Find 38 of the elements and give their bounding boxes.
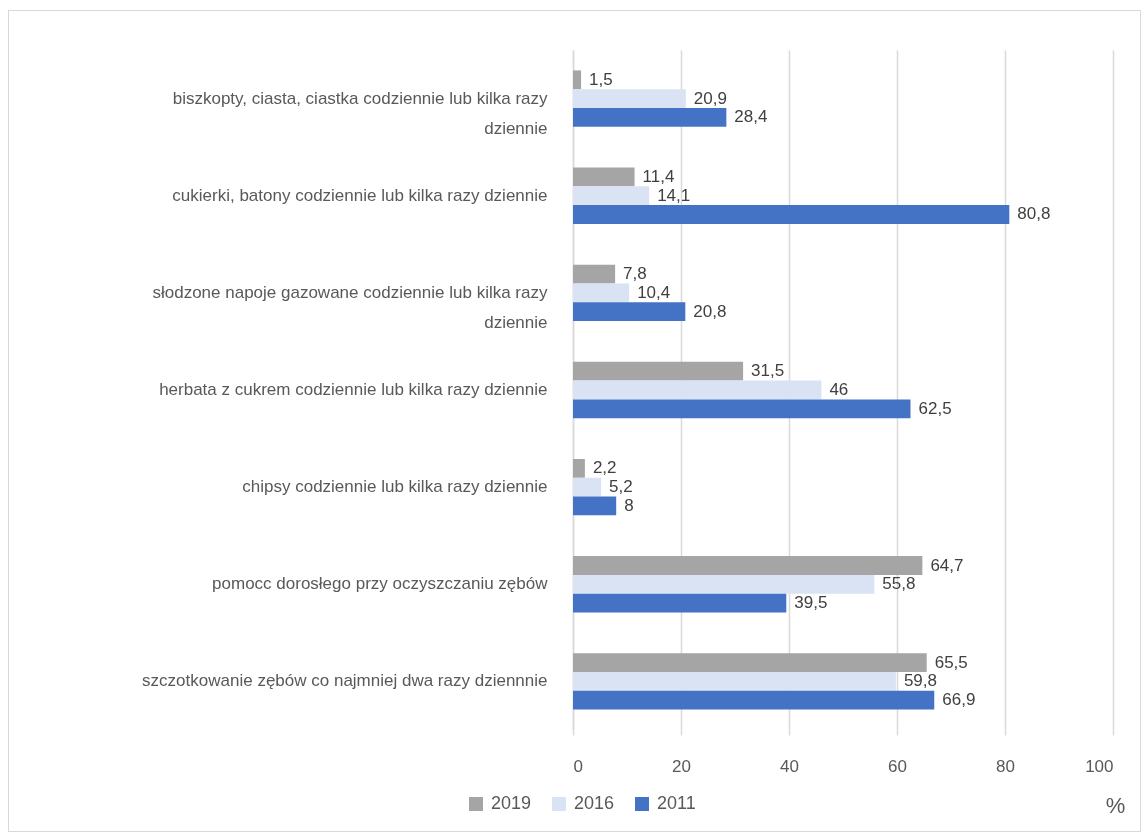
y-tick-label: słodzone napoje gazowane codziennie lub kilka razy dziennie <box>152 282 548 332</box>
x-tick-label: 20 <box>672 756 691 776</box>
data-label: 20,9 <box>693 88 727 108</box>
data-label: 10,4 <box>637 282 671 302</box>
data-label: 14,1 <box>657 185 691 205</box>
data-label: 7,8 <box>623 264 647 284</box>
legend-label: 2011 <box>657 793 696 813</box>
data-label: 66,9 <box>942 690 976 710</box>
legend-label: 2016 <box>574 793 615 813</box>
data-label: 65,5 <box>934 652 968 672</box>
y-tick-label: pomocc dorosłego przy oczyszczaniu zębów <box>212 574 549 594</box>
x-tick-label: 80 <box>996 756 1015 776</box>
data-label: 31,5 <box>751 361 785 381</box>
data-label: 28,4 <box>734 107 768 127</box>
y-tick-label: chipsy codziennie lub kilka razy dziennie <box>242 477 548 497</box>
data-label: 46 <box>829 380 849 399</box>
data-label: 20,8 <box>693 301 727 321</box>
data-label: 5,2 <box>609 477 633 497</box>
data-label: 80,8 <box>1017 204 1051 224</box>
x-tick-label: 40 <box>780 756 799 776</box>
x-tick-label: 100 <box>1085 756 1114 776</box>
data-label: 62,5 <box>918 398 952 418</box>
data-label: 64,7 <box>930 555 964 575</box>
x-tick-label: 0 <box>573 756 583 776</box>
x-axis-title: % <box>1105 792 1126 818</box>
data-label: 1,5 <box>589 69 613 89</box>
data-label: 59,8 <box>903 671 938 691</box>
x-tick-label: 60 <box>888 756 907 776</box>
legend-label: 2019 <box>491 793 532 813</box>
y-tick-label: szczotkowanie zębów co najmniej dwa razy dziennnie <box>142 671 548 691</box>
y-tick-label: herbata z cukrem codziennie lub kilka razy dziennie <box>159 380 548 399</box>
y-tick-label: cukierki, batony codziennie lub kilka razy dziennie <box>172 185 548 205</box>
data-label: 55,8 <box>882 574 916 594</box>
data-label: 11,4 <box>642 166 675 186</box>
data-label: 2,2 <box>592 458 617 478</box>
data-label: 8 <box>624 495 634 515</box>
data-label: 39,5 <box>794 593 828 613</box>
y-tick-label: biszkopty, ciasta, ciastka codziennie lub kilka razy dziennie <box>172 88 548 138</box>
